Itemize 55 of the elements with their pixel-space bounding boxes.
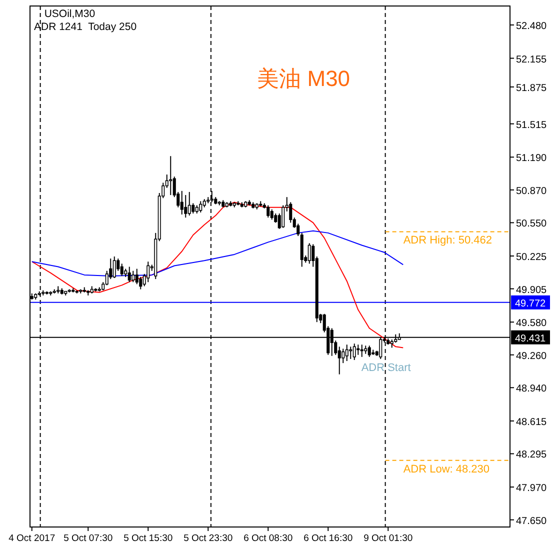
y-tick-label: 51.875	[516, 82, 548, 94]
candlestick	[342, 348, 345, 364]
y-tick-label: 50.225	[516, 252, 548, 263]
candlestick	[282, 204, 285, 228]
y-tick-label: 48.295	[516, 450, 548, 461]
y-tick-label: 50.550	[516, 218, 548, 230]
candlestick	[128, 266, 131, 283]
y-tick-label: 51.515	[516, 120, 548, 131]
annotation: ADR 1241 Today 250	[34, 21, 137, 33]
line-series	[31, 202, 404, 348]
candlestick	[270, 208, 274, 220]
ref-line-label: 49.431	[515, 333, 546, 344]
candlestick	[146, 261, 150, 283]
candlestick	[169, 156, 172, 196]
candlestick	[266, 204, 270, 218]
candlestick	[338, 346, 341, 375]
candlestick	[352, 343, 356, 360]
y-tick-label: 47.970	[516, 483, 548, 494]
y-tick-label: 48.940	[516, 384, 548, 395]
candlestick	[192, 202, 195, 214]
candlestick	[345, 344, 348, 362]
candlestick	[308, 242, 311, 264]
candlestick	[199, 200, 202, 213]
x-tick-label: 9 Oct 01:30	[364, 533, 413, 544]
candlestick	[112, 256, 116, 279]
y-tick-label: 52.155	[516, 54, 548, 66]
x-tick-label: 5 Oct 15:30	[124, 533, 173, 544]
candlestick	[132, 270, 135, 283]
ref-line-label: 49.772	[515, 298, 546, 310]
x-tick-label: 5 Oct 23:30	[184, 533, 233, 544]
ref-line-label: ADR High: 50.462	[403, 234, 492, 247]
ref-line-label: ADR Low: 48.230	[403, 463, 490, 476]
candlestick	[184, 194, 188, 218]
y-tick-label: 50.870	[516, 186, 548, 197]
candlestick	[349, 346, 352, 360]
x-tick-label: 5 Oct 07:30	[64, 533, 113, 544]
candlestick	[188, 191, 191, 216]
candlestick	[360, 344, 364, 358]
y-tick-label: 49.905	[516, 284, 548, 296]
candlestick	[180, 190, 184, 215]
annotation: USOil,M30	[44, 8, 96, 20]
y-tick-label: 51.190	[516, 153, 548, 164]
y-tick-label: 48.615	[516, 416, 548, 428]
text: 美油 M30	[257, 66, 350, 91]
y-tick-label: 52.480	[516, 20, 548, 32]
candlestick	[356, 344, 360, 356]
x-tick-label: 6 Oct 16:30	[304, 533, 353, 544]
candlestick	[120, 263, 124, 276]
y-tick-label: 49.260	[516, 350, 548, 362]
x-tick-label: 6 Oct 08:30	[244, 533, 293, 544]
candlestick	[368, 345, 371, 358]
y-tick-label: 47.650	[516, 516, 548, 527]
y-tick-label: 49.580	[516, 318, 548, 330]
annotation: ADR Start	[361, 362, 411, 374]
x-tick-label: 4 Oct 2017	[8, 533, 56, 544]
